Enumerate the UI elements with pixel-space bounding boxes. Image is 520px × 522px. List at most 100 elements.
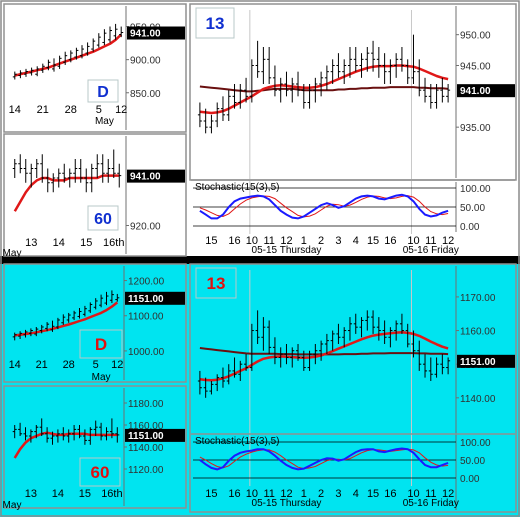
ohlc-bar	[434, 84, 439, 109]
x-tick-label: 11	[263, 488, 274, 500]
ohlc-bar	[232, 357, 237, 378]
ohlc-bar	[330, 59, 335, 84]
chart-frame	[3, 385, 187, 509]
chart-nq_13: 1170.001160.001150.001140.001151.0013100…	[189, 263, 517, 513]
ohlc-bar	[336, 323, 341, 344]
ohlc-bar	[307, 84, 312, 109]
ohlc-bar	[249, 323, 254, 371]
x-tick-label: 16	[228, 235, 240, 247]
ohlc-bar	[55, 317, 60, 330]
x-tick-label: 3	[335, 488, 341, 500]
ohlc-bar	[324, 333, 329, 355]
ohlc-bar	[66, 312, 71, 323]
ohlc-bar	[313, 344, 318, 365]
ohlc-bar	[45, 322, 50, 332]
x-tick-label: 12	[280, 235, 292, 247]
x-tick-label: 5	[93, 359, 99, 371]
x-tick-label: 15	[79, 488, 91, 500]
ohlc-bar	[113, 23, 118, 40]
ohlc-bar	[93, 298, 98, 310]
ohlc-bar	[72, 310, 77, 320]
x-tick-label: 11	[425, 235, 436, 247]
y-tick-label: 935.00	[460, 123, 491, 134]
y-tick-label: 1140.00	[460, 394, 496, 405]
ohlc-bar	[62, 163, 67, 183]
last-price-tag	[125, 428, 185, 442]
ohlc-bar	[376, 47, 381, 78]
ohlc-bar	[77, 308, 82, 319]
ohlc-bar	[115, 427, 120, 443]
x-tick-label: 12	[111, 359, 123, 371]
timeframe-badge-label: 60	[91, 463, 110, 482]
timeframe-badge	[87, 205, 119, 231]
ohlc-bar	[78, 159, 83, 183]
ohlc-bar	[109, 290, 114, 304]
timeframe-badge-label: D	[97, 84, 109, 101]
ohlc-bar	[12, 332, 17, 341]
ohlc-bar	[330, 330, 335, 351]
ohlc-bar	[301, 350, 306, 371]
ohlc-bar	[423, 77, 428, 103]
ohlc-bar	[290, 77, 295, 103]
x-tick-label: 21	[36, 359, 48, 371]
x-tick-label: 12	[442, 235, 454, 247]
session-date-label: 05-15 Thursday	[252, 245, 322, 256]
ohlc-bar	[23, 329, 28, 338]
ohlc-bar	[376, 317, 381, 341]
y-tick-label: 1140.00	[128, 443, 164, 454]
ohlc-bar	[353, 313, 358, 334]
ohlc-bar	[106, 159, 111, 183]
chart-frame	[3, 133, 187, 257]
x-tick-label: 14	[9, 359, 21, 371]
ohlc-bar	[296, 344, 301, 361]
ohlc-bar	[40, 63, 45, 73]
ohlc-bar	[73, 159, 78, 183]
ohlc-bar	[342, 327, 347, 348]
ohlc-bar	[52, 58, 56, 72]
last-price-tag	[127, 26, 185, 40]
stochastic-tick-label: 0.00	[460, 474, 480, 485]
ohlc-bar	[359, 53, 364, 78]
last-price-label: 941.00	[130, 172, 161, 183]
ohlc-bar	[284, 71, 289, 97]
ohlc-bar	[267, 320, 272, 355]
ohlc-bar	[440, 354, 445, 375]
chart-nq_60: 1180.00 1160.00 1140.00 1120.00 1151.00 60 13 1…	[3, 385, 187, 511]
ohlc-bar	[108, 26, 112, 43]
ohlc-bar	[18, 154, 23, 174]
ohlc-bar	[104, 291, 109, 306]
ohlc-bar	[88, 427, 93, 445]
fast-moving-average-line	[199, 330, 449, 382]
ohlc-bar	[84, 168, 89, 193]
moving-average-line	[14, 301, 119, 337]
ohlc-bar	[238, 360, 243, 381]
y-tick-label: 1160.00	[460, 327, 496, 338]
stochastic-label: Stochastic(15(3),5)	[195, 436, 279, 447]
ohlc-bar	[117, 163, 122, 188]
x-tick-label: 21	[37, 104, 49, 116]
stochastic-tick-label: 100.00	[460, 184, 491, 195]
ohlc-bar	[405, 323, 410, 348]
moving-average-line	[14, 33, 123, 77]
ohlc-bar	[34, 159, 39, 178]
chart-frame	[3, 263, 187, 383]
ohlc-bar	[440, 77, 445, 103]
ohlc-bar	[50, 431, 55, 445]
ohlc-bar	[203, 108, 208, 134]
x-tick-label: 14	[52, 488, 64, 500]
chart-frame	[189, 263, 517, 513]
ohlc-bar	[95, 154, 100, 178]
x-tick-label: 14	[53, 237, 65, 249]
x-tick-label: 12	[442, 488, 454, 500]
ohlc-bar	[209, 114, 214, 134]
last-price-tag	[127, 169, 185, 183]
ohlc-bar	[80, 45, 84, 59]
y-tick-label: 1180.00	[128, 399, 164, 410]
x-tick-label: 16th	[103, 237, 124, 249]
chart-frame	[3, 3, 187, 133]
ohlc-bar	[371, 310, 376, 334]
ohlc-bar	[417, 59, 422, 97]
ohlc-bar	[99, 422, 104, 441]
x-tick-label: 14	[9, 104, 21, 116]
